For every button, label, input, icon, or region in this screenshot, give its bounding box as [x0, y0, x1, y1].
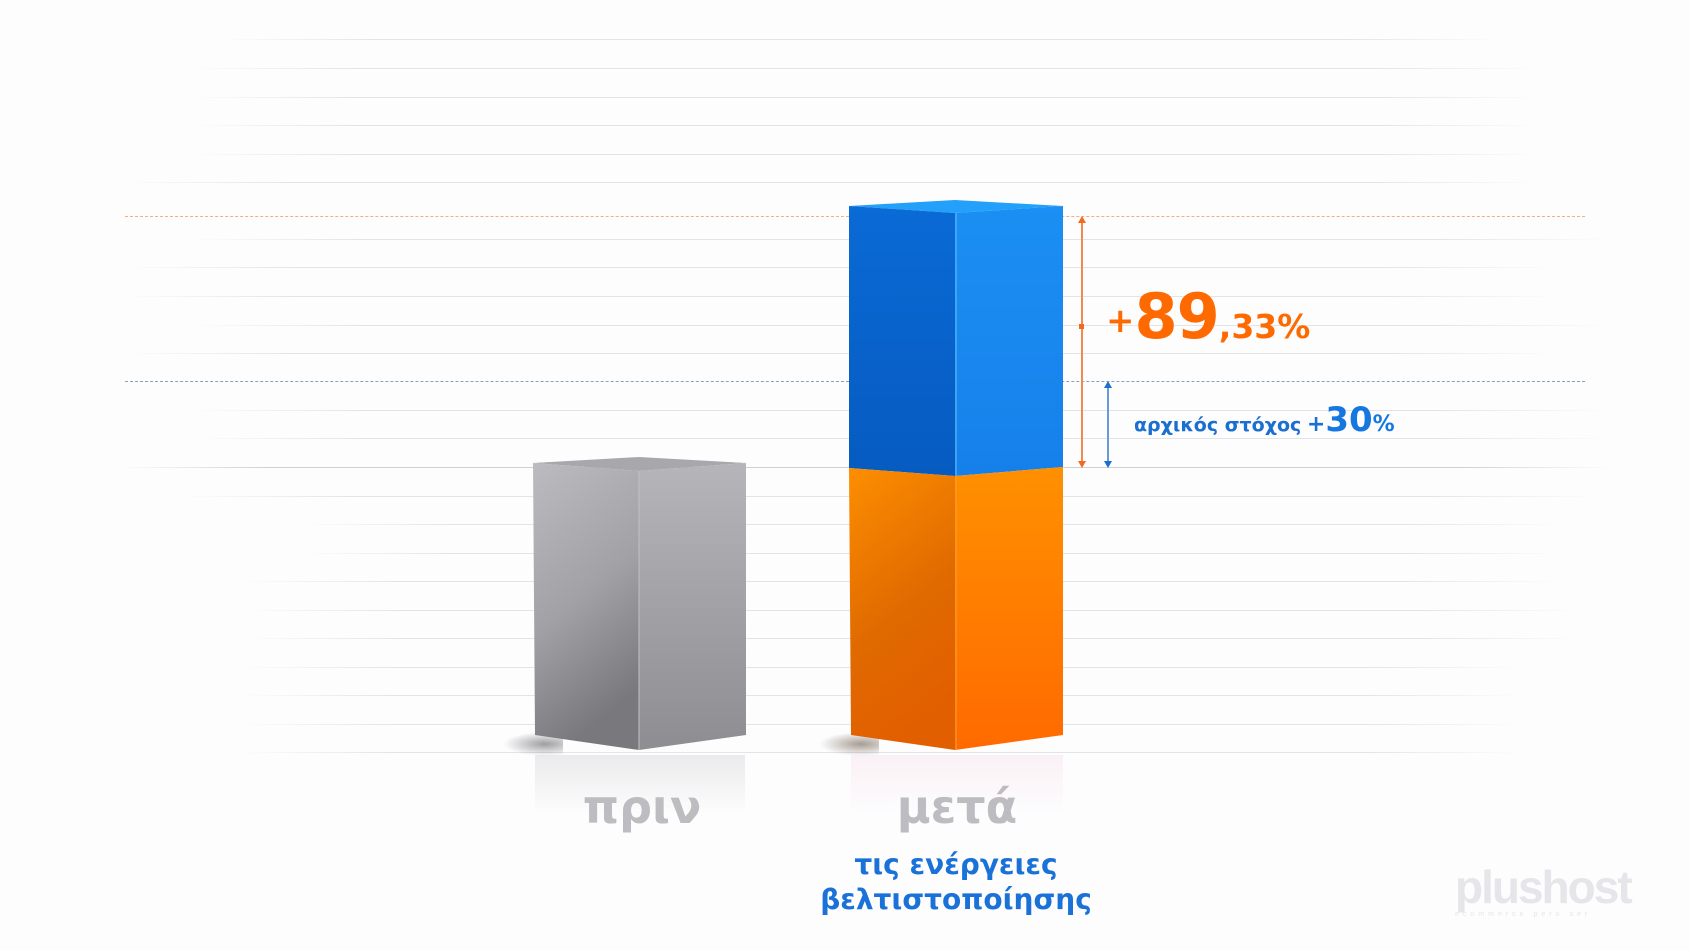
category-label-after: μετά [896, 780, 1018, 834]
target-pct: % [1372, 412, 1395, 437]
target-plus: + [1306, 412, 1326, 437]
logo-tagline: ecommerce pero ser [1455, 911, 1592, 918]
increase-value-label: +89,33% [1106, 286, 1310, 348]
category-label-before: πριν [582, 780, 702, 834]
bar-before [503, 455, 746, 815]
increase-plus: + [1106, 301, 1135, 341]
initial-target-label: αρχικός στόχος +30% [1134, 403, 1395, 437]
after-subtitle-line1: τις ενέργειες [854, 848, 1058, 881]
bar-before-3d [533, 457, 746, 750]
increase-int: 89 [1134, 280, 1220, 353]
target-value: 30 [1325, 400, 1373, 440]
plushost-logo: plushost ecommerce pero ser [1455, 864, 1655, 918]
target-text: αρχικός στόχος [1134, 414, 1302, 436]
bar-after [819, 200, 1063, 815]
logo-wordmark: plushost [1455, 861, 1633, 913]
bar-after-3d [849, 200, 1063, 750]
after-subtitle-line2: βελτιστοποίησης [820, 883, 1092, 916]
increase-dec: ,33% [1218, 307, 1311, 346]
